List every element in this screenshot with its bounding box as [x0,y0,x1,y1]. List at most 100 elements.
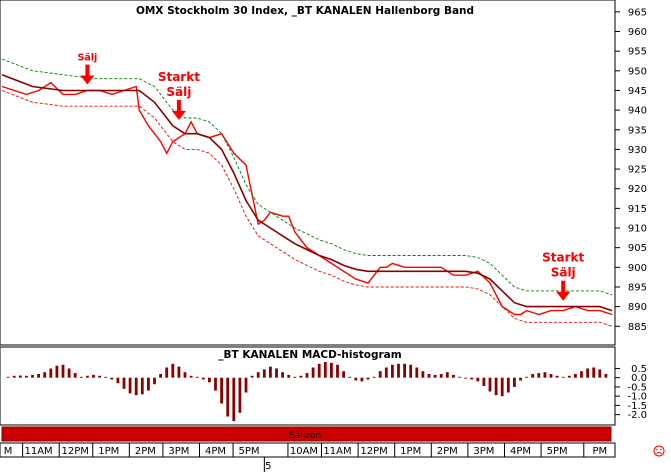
macd-bar [476,377,480,382]
time-tick-label: 3PM [473,446,494,457]
macd-bar [238,377,242,413]
price-plot [1,58,613,327]
macd-bar [586,368,589,378]
macd-y-tick-label: -1.5 [627,401,647,412]
price-y-tick-label: 900 [628,263,647,274]
macd-bar [317,363,321,378]
macd-bar [519,377,522,381]
sell-signal-label: Starkt [158,70,200,84]
macd-bar [366,377,370,380]
macd-bar [189,375,193,378]
macd-bar [397,363,400,378]
price-y-tick-label: 945 [628,86,647,97]
time-tick-label: 11AM [323,446,351,457]
macd-bar [86,375,89,378]
macd-bar [445,372,449,378]
macd-bar [409,364,413,378]
sell-arrow-head [171,110,186,120]
macd-bar [262,369,266,378]
price-y-tick-label: 895 [628,282,647,293]
macd-bar [37,374,40,378]
macd-bar [43,372,47,378]
macd-bar [482,377,486,386]
sell-signal-label: Starkt [542,251,584,265]
macd-bar [153,377,156,385]
macd-y-axis: 0.50.0-0.5-1.0-1.5-2.0 [615,364,647,421]
macd-panel-frame [0,346,616,426]
macd-bar [220,377,223,404]
macd-bar [513,377,516,387]
macd-bar [147,377,150,391]
time-tick-label: 5PM [239,446,260,457]
time-tick-label: 1PM [98,446,119,457]
macd-bar [506,377,510,393]
macd-bar [488,377,492,392]
macd-bar [61,364,65,378]
macd-bar [592,367,596,378]
price-y-tick-label: 905 [628,243,647,254]
sell-signal-label: Sälj [78,53,98,64]
macd-bar [348,376,352,378]
price-chart-title: OMX Stockholm 30 Index, _BT KANALEN Hall… [136,5,474,17]
macd-bar [293,376,297,378]
macd-bar [458,376,461,378]
time-tick-label: 10AM [290,446,318,457]
sell-zone-label: Säljzon [289,431,321,441]
macd-bar [330,362,333,378]
macd-bar [378,371,382,378]
time-tick-label: 2PM [437,446,458,457]
macd-bar [79,376,83,378]
macd-bar [555,375,559,378]
macd-bar [73,373,77,378]
macd-bar [403,363,406,378]
macd-bar [494,377,498,396]
time-tick-label: M [4,446,13,457]
macd-bar [574,374,577,378]
macd-bar [427,374,431,378]
price-y-tick-label: 915 [628,204,647,215]
macd-bar [226,377,230,417]
macd-bar [140,377,144,395]
macd-bar [269,366,272,378]
macd-bar [256,372,260,378]
price-panel-frame [0,0,616,346]
macd-bar [299,375,303,378]
macd-bar [567,375,571,378]
macd-bar [537,373,541,378]
time-tick-label: 5PM [547,446,568,457]
time-axis: M 11AM 12PM 1PM 2PM 3PM 4PM 5PM 10AM 11AM 12PM 1PM 2… [4,443,607,472]
macd-bar [110,377,114,380]
macd-bar [214,377,217,391]
sell-arrow-head [556,291,571,301]
macd-y-tick-label: -0.5 [627,382,647,393]
macd-bar [31,374,34,378]
macd-bar [311,367,315,378]
sell-signal-label: Sälj [166,85,191,99]
macd-bar [525,376,528,378]
macd-bar [12,375,16,378]
price-y-tick-label: 950 [628,66,647,77]
macd-bar [55,365,59,378]
macd-bar [598,369,602,378]
price-y-tick-label: 920 [628,184,647,195]
macd-bar [531,374,535,378]
macd-bar [604,374,608,378]
macd-bar [549,374,553,378]
macd-bar [421,371,425,378]
time-tick-label: 4PM [510,446,531,457]
smiley-icon[interactable] [653,445,665,457]
macd-bar [104,376,108,378]
sell-signal-label: Sälj [551,266,576,280]
macd-bar [232,377,236,422]
macd-y-tick-label: 0.0 [631,373,647,384]
time-tick-label: 1PM [400,446,421,457]
macd-bar [275,368,278,378]
macd-bar [49,368,53,378]
macd-bar [323,362,327,378]
macd-bar [391,364,394,378]
series-price [1,81,613,316]
time-axis-frame [0,442,616,458]
